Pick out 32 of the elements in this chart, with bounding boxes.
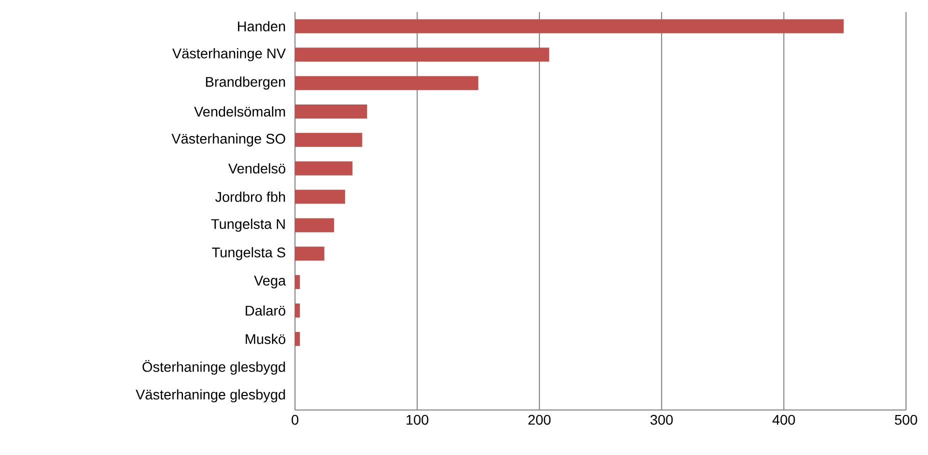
x-tick-label: 400 bbox=[772, 414, 795, 425]
bar bbox=[295, 275, 300, 290]
bar bbox=[295, 76, 478, 90]
bar bbox=[295, 132, 362, 147]
y-tick-label: Västerhaninge glesbygd bbox=[136, 389, 285, 402]
y-tick-label: Jordbro fbh bbox=[215, 192, 285, 202]
y-tick-label: Vendelsömalm bbox=[194, 106, 285, 117]
bar bbox=[295, 104, 368, 118]
bar bbox=[295, 332, 300, 346]
bar bbox=[295, 246, 324, 261]
bar bbox=[295, 48, 550, 62]
x-tick-label: 0 bbox=[292, 414, 298, 425]
bar bbox=[295, 19, 844, 34]
y-tick-label: Vega bbox=[254, 276, 286, 288]
bar bbox=[295, 190, 346, 204]
y-tick-label: Västerhaninge NV bbox=[172, 48, 286, 62]
x-tick-label: 100 bbox=[406, 414, 428, 425]
x-tick-label: 200 bbox=[528, 414, 551, 425]
x-tick-label: 500 bbox=[894, 414, 918, 425]
y-tick-label: Österhaninge glesbygd bbox=[142, 360, 285, 375]
y-tick-label: Muskö bbox=[246, 334, 286, 344]
y-tick-label: Västerhaninge SO bbox=[172, 133, 286, 146]
y-tick-label: Vendelsö bbox=[228, 163, 286, 174]
y-tick-label: Tungelsta S bbox=[212, 247, 286, 260]
y-tick-label: Brandbergen bbox=[206, 76, 285, 90]
y-tick-label: Dalarö bbox=[246, 305, 286, 316]
x-tick-label: 300 bbox=[650, 414, 673, 425]
y-tick-label: Handen bbox=[238, 21, 285, 32]
y-tick-label: Tungelsta N bbox=[211, 218, 285, 232]
bar bbox=[295, 161, 352, 176]
bar bbox=[295, 218, 334, 232]
bar bbox=[295, 304, 300, 318]
